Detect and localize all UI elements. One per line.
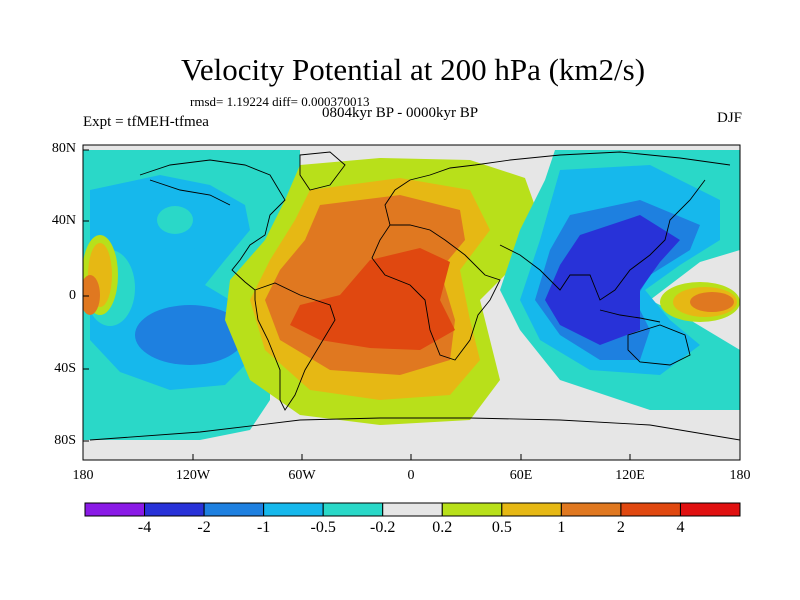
colorbar-box-8 [560, 502, 622, 517]
chart-title: Velocity Potential at 200 hPa (km2/s) [180, 52, 646, 87]
colorbar-box-0 [84, 502, 146, 517]
colorbar-box-2 [203, 502, 265, 517]
positive-anomaly-atlantic [225, 158, 540, 425]
lat-label-80s: 80S [54, 433, 76, 448]
colorbar-box-9 [620, 502, 681, 517]
colorbar-box-7 [501, 502, 562, 517]
lon-label-180w: 180 [72, 468, 94, 483]
lon-label-120e: 120E [615, 468, 645, 483]
colorbar-label: -0.5 [310, 519, 336, 536]
coastlines [89, 151, 740, 441]
colorbar-box-10 [679, 502, 741, 517]
negative-anomaly-indopacific [500, 150, 740, 410]
lon-label-60w: 60W [288, 468, 316, 483]
colorbar-box-6 [441, 502, 503, 517]
period-label: 0804kyr BP - 0000kyr BP [322, 105, 479, 121]
colorbar-box-5 [382, 502, 443, 517]
lat-label-eq: 0 [69, 288, 76, 303]
colorbar-label: 0.5 [491, 519, 512, 536]
colorbar-label: 1 [557, 519, 566, 536]
colorbar-label: -2 [197, 519, 211, 536]
colorbar-label: 2 [616, 519, 625, 536]
colorbar-label: 0.2 [432, 519, 453, 536]
lon-label-120w: 120W [175, 468, 211, 483]
lon-label-180e: 180 [729, 468, 751, 483]
colorbar-label: 4 [676, 519, 685, 536]
lat-label-40s: 40S [54, 361, 76, 376]
colorbar-box-1 [144, 502, 205, 517]
lon-label-0: 0 [407, 468, 415, 483]
colorbar-box-3 [263, 502, 324, 517]
colorbar-box-4 [322, 502, 384, 517]
colorbar-label: -0.2 [370, 519, 396, 536]
lat-label-80n: 80N [51, 141, 76, 156]
season-label: DJF [716, 110, 742, 126]
lon-label-60e: 60E [509, 468, 533, 483]
colorbar-label: -1 [256, 519, 271, 536]
stats-line: rmsd= 1.19224 diff= 0.000370013 [190, 94, 370, 109]
colorbar-label: -4 [137, 519, 152, 536]
experiment-label: Expt = tfMEH-tfmea [83, 114, 209, 130]
lat-label-40n: 40N [51, 213, 76, 228]
axis-ticks [82, 145, 631, 460]
